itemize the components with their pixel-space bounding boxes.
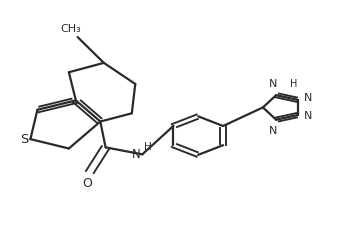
Text: N: N [132,148,140,161]
Text: H: H [144,143,151,152]
Text: N: N [269,79,277,89]
Text: N: N [304,111,312,121]
Text: H: H [290,79,298,89]
Text: O: O [82,177,92,190]
Text: S: S [20,133,28,146]
Text: N: N [269,126,277,135]
Text: CH₃: CH₃ [60,24,81,34]
Text: N: N [304,93,312,102]
